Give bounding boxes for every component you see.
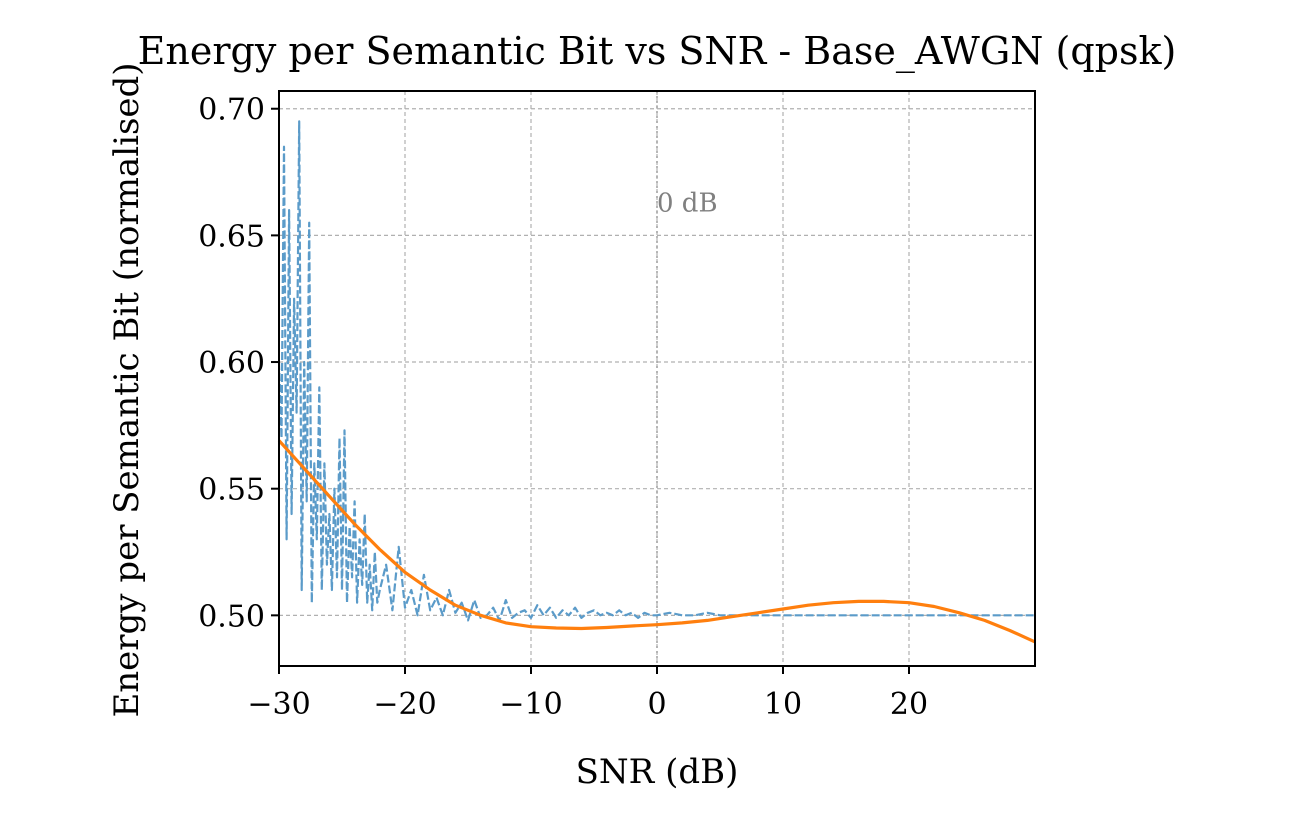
x-tick-label: −20 [373,687,436,722]
chart-title: Energy per Semantic Bit vs SNR - Base_AW… [138,29,1177,74]
x-tick-label: 0 [647,687,666,722]
series-line-fit [277,439,1036,644]
y-tick-label: 0.50 [198,599,265,634]
x-tick-label: −10 [499,687,562,722]
x-tick-label: −30 [247,687,310,722]
ticks-layer: −30 −20 −10 0 10 20 0.50 0.55 0.60 0.65 0.70 [198,93,928,722]
series-line-measured [277,120,1035,622]
x-tick-label: 10 [764,687,802,722]
y-tick-label: 0.65 [198,219,265,254]
x-tick-label: 20 [890,687,928,722]
series-layer [277,120,1036,644]
y-tick-label: 0.60 [198,346,265,381]
x-axis-label: SNR (dB) [576,752,739,792]
y-axis-label: Energy per Semantic Bit (normalised) [107,62,147,717]
y-tick-label: 0.70 [198,93,265,128]
y-tick-label: 0.55 [198,473,265,508]
zero-db-annotation: 0 dB [657,188,718,218]
